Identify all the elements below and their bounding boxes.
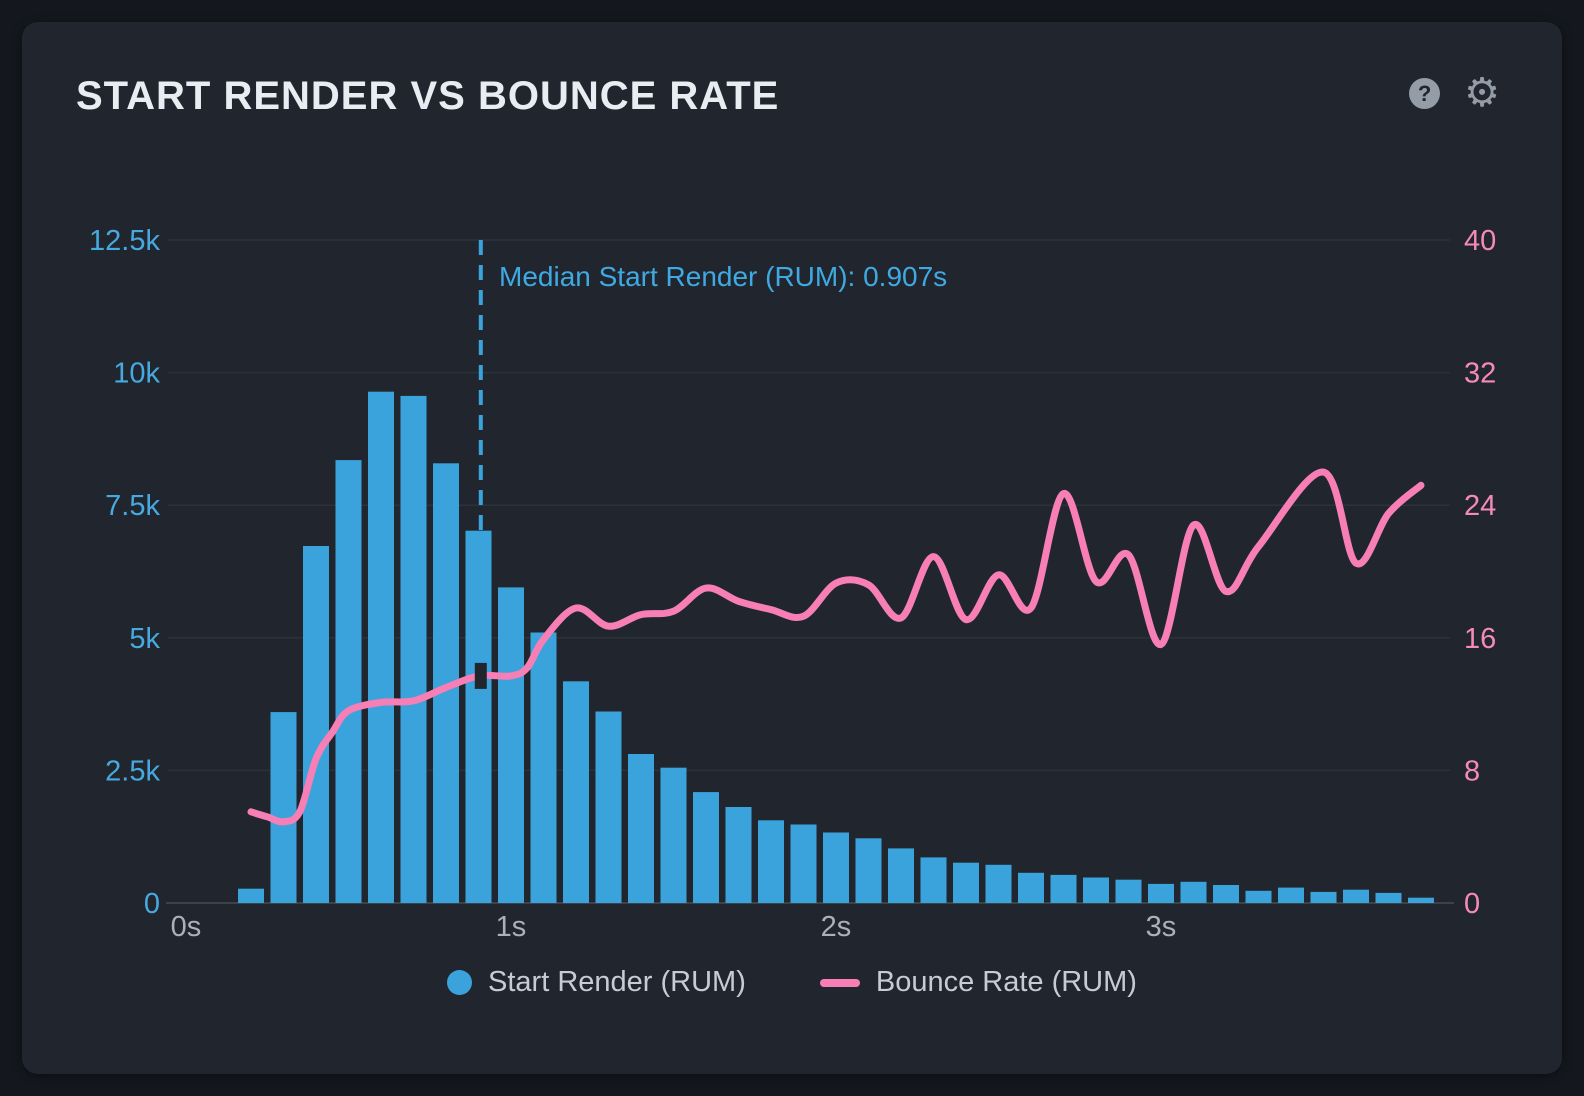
header-icons: ? ⚙ — [1409, 70, 1500, 116]
panel-title: START RENDER VS BOUNCE RATE — [76, 74, 780, 118]
histogram-bar[interactable] — [823, 832, 849, 904]
right-tick-label: 0 — [1464, 888, 1480, 920]
histogram-bar[interactable] — [335, 460, 362, 903]
histogram-bar[interactable] — [1343, 889, 1369, 903]
left-tick-label: 7.5k — [105, 490, 160, 522]
chart-plot[interactable]: 0 2.5k 5k 7.5k 10k 12.5k 0 8 16 24 32 40 0s 1s 2s 3s — [22, 22, 1562, 1074]
histogram-bar[interactable] — [1245, 890, 1272, 903]
histogram-bar[interactable] — [855, 838, 882, 903]
histogram-bar[interactable] — [530, 632, 557, 904]
left-tick-label: 5k — [129, 623, 160, 655]
x-tick-label: 1s — [496, 911, 527, 943]
right-tick-label: 40 — [1464, 225, 1496, 257]
histogram-bar[interactable] — [1083, 877, 1109, 904]
histogram-bar[interactable] — [270, 712, 297, 903]
legend-item-start-render[interactable]: Start Render (RUM) — [447, 966, 746, 999]
histogram-bar[interactable] — [725, 807, 752, 903]
histogram-bar[interactable] — [1148, 883, 1174, 903]
left-axis-labels: 0 2.5k 5k 7.5k 10k 12.5k — [89, 225, 160, 920]
histogram-bar[interactable] — [1018, 872, 1044, 903]
legend-circle-marker — [447, 970, 473, 995]
left-tick-label: 12.5k — [89, 225, 160, 257]
histogram-bar[interactable] — [1213, 885, 1239, 903]
histogram-bar[interactable] — [628, 754, 654, 903]
histogram-bar[interactable] — [238, 888, 264, 903]
histogram-bar[interactable] — [953, 862, 979, 903]
histogram-bar[interactable] — [1278, 887, 1304, 903]
start-render-histogram — [238, 391, 1434, 904]
histogram-bar[interactable] — [758, 820, 784, 903]
x-tick-label: 0s — [171, 911, 202, 943]
x-tick-label: 2s — [821, 911, 852, 943]
histogram-bar[interactable] — [465, 530, 492, 903]
right-tick-label: 16 — [1464, 623, 1496, 655]
left-tick-label: 10k — [113, 358, 160, 390]
histogram-bar[interactable] — [595, 711, 622, 904]
bounce-rate-line[interactable] — [247, 468, 1425, 826]
right-axis-labels: 0 8 16 24 32 40 — [1464, 225, 1496, 920]
histogram-bar[interactable] — [400, 395, 427, 903]
legend-item-bounce-rate[interactable]: Bounce Rate (RUM) — [819, 966, 1137, 999]
median-annotation: Median Start Render (RUM): 0.907s — [499, 261, 948, 292]
help-icon[interactable]: ? — [1409, 78, 1441, 109]
x-axis-labels: 0s 1s 2s 3s — [171, 911, 1177, 943]
left-tick-label: 2.5k — [105, 755, 160, 787]
histogram-bar[interactable] — [1115, 879, 1142, 903]
histogram-bar[interactable] — [888, 848, 914, 903]
histogram-bar[interactable] — [1050, 874, 1077, 903]
panel-header: START RENDER VS BOUNCE RATE ? ⚙ — [22, 22, 1562, 119]
histogram-bar[interactable] — [790, 824, 817, 904]
histogram-bar[interactable] — [303, 546, 329, 903]
legend: Start Render (RUM) Bounce Rate (RUM) — [22, 966, 1562, 999]
help-glyph: ? — [1417, 80, 1432, 106]
histogram-bar[interactable] — [1375, 892, 1402, 903]
legend-line-marker — [819, 978, 860, 987]
histogram-bar[interactable] — [563, 681, 589, 903]
right-tick-label: 24 — [1464, 490, 1496, 522]
settings-gear-icon[interactable]: ⚙ — [1464, 70, 1500, 116]
histogram-bar[interactable] — [985, 864, 1012, 903]
histogram-bar[interactable] — [368, 391, 394, 903]
histogram-bar[interactable] — [1180, 881, 1207, 903]
median-line-gap — [474, 662, 487, 689]
x-tick-label: 3s — [1146, 911, 1177, 943]
chart-panel: START RENDER VS BOUNCE RATE ? ⚙ 0 2.5k 5k 7… — [22, 22, 1562, 1074]
histogram-bar[interactable] — [1310, 891, 1337, 903]
legend-label-bounce-rate: Bounce Rate (RUM) — [875, 966, 1137, 998]
histogram-bar[interactable] — [693, 792, 719, 903]
histogram-bar[interactable] — [1408, 897, 1434, 903]
right-tick-label: 8 — [1464, 755, 1480, 787]
right-tick-label: 32 — [1464, 358, 1496, 390]
histogram-bar[interactable] — [498, 587, 524, 903]
histogram-bar[interactable] — [660, 767, 687, 903]
histogram-bar[interactable] — [920, 857, 947, 903]
left-tick-label: 0 — [144, 888, 160, 920]
legend-label-start-render: Start Render (RUM) — [488, 966, 746, 998]
